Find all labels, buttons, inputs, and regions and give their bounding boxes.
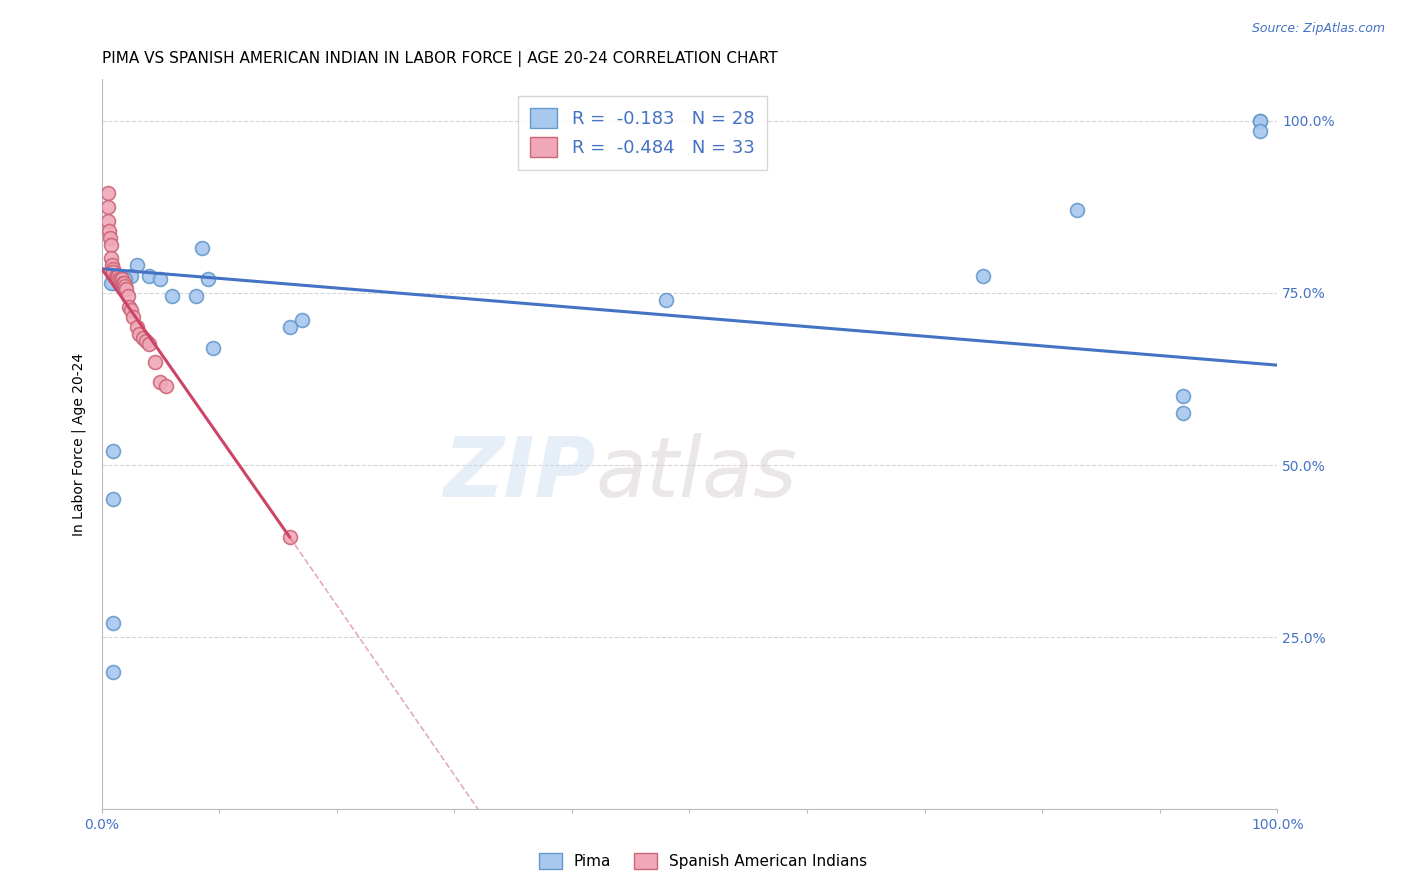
Point [105,268,128,283]
Point [108,268,131,283]
Point [104,268,127,283]
Point [103,265,125,279]
Point [972,268,994,283]
Point [1249,113,1271,128]
Text: ZIP: ZIP [443,433,596,514]
Point [138,337,160,351]
Point [125,258,148,272]
Point [98,231,121,245]
Point [97,224,120,238]
Point [118,300,141,314]
Point [117,289,139,303]
Point [110,272,132,286]
Point [135,334,157,348]
Point [278,320,301,334]
Point [100,276,122,290]
Point [120,268,142,283]
Point [143,355,166,369]
Point [149,272,172,286]
Point [114,279,136,293]
Point [1249,124,1271,138]
Point [97,213,120,227]
Legend: R =  -0.183   N = 28, R =  -0.484   N = 33: R = -0.183 N = 28, R = -0.484 N = 33 [517,95,768,169]
Point [278,530,301,544]
Point [655,293,678,307]
Point [132,330,155,344]
Point [111,272,134,286]
Point [149,376,172,390]
Point [111,276,134,290]
Point [101,258,124,272]
Point [103,665,125,679]
Point [100,237,122,252]
Point [107,268,129,283]
Point [184,289,207,303]
Point [125,320,148,334]
Point [1173,389,1195,403]
Point [100,252,122,266]
Point [103,268,125,283]
Point [97,200,120,214]
Point [120,303,142,318]
Point [103,616,125,631]
Point [202,341,225,355]
Point [103,276,125,290]
Text: atlas: atlas [596,433,797,514]
Point [103,492,125,507]
Point [162,289,184,303]
Point [128,327,150,342]
Point [112,276,135,290]
Text: Source: ZipAtlas.com: Source: ZipAtlas.com [1251,22,1385,36]
Point [190,241,212,255]
Point [1066,203,1088,218]
Point [103,261,125,276]
Point [155,379,177,393]
Point [115,282,138,296]
Point [138,268,160,283]
Point [114,272,136,286]
Text: PIMA VS SPANISH AMERICAN INDIAN IN LABOR FORCE | AGE 20-24 CORRELATION CHART: PIMA VS SPANISH AMERICAN INDIAN IN LABOR… [101,51,778,67]
Point [103,444,125,458]
Point [1173,406,1195,420]
Legend: Pima, Spanish American Indians: Pima, Spanish American Indians [533,847,873,875]
Point [1249,113,1271,128]
Point [122,310,145,324]
Y-axis label: In Labor Force | Age 20-24: In Labor Force | Age 20-24 [72,353,86,536]
Point [97,186,120,200]
Point [108,272,131,286]
Point [197,272,219,286]
Point [290,313,312,327]
